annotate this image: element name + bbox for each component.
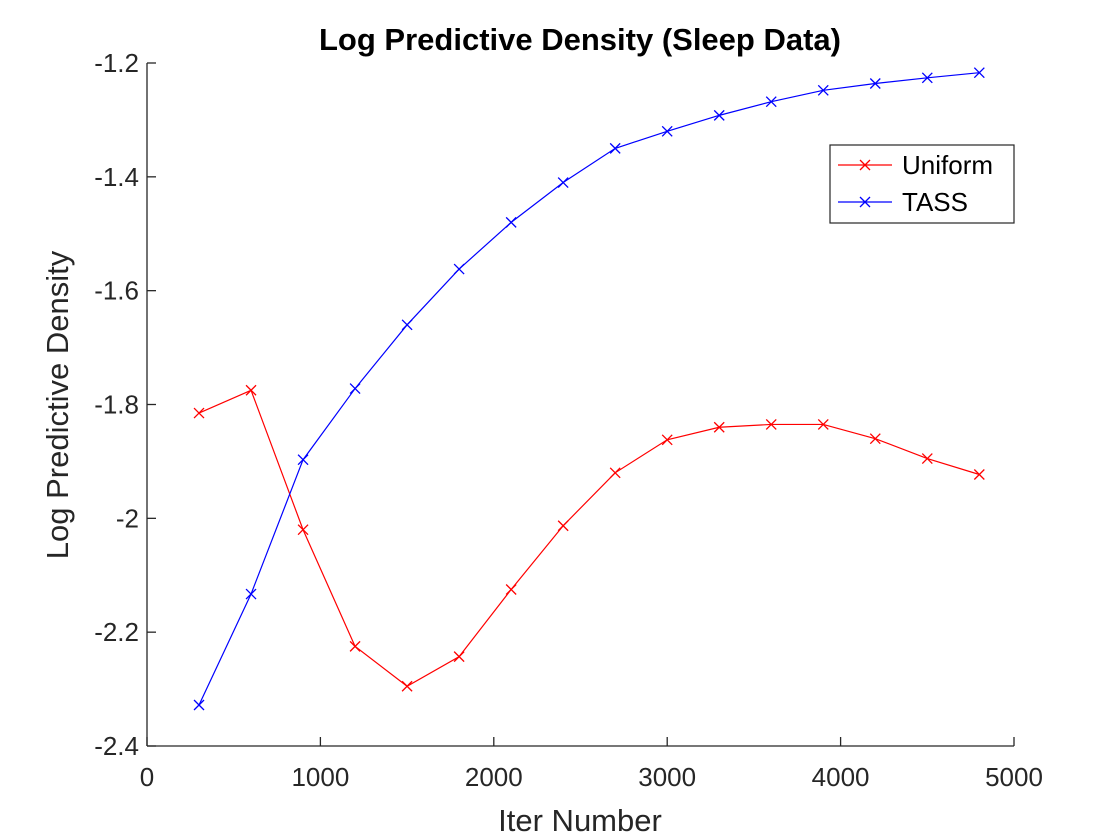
data-point-uniform [765, 418, 777, 430]
data-point-uniform [401, 680, 413, 692]
data-point-uniform [817, 418, 829, 430]
data-point-tass [297, 454, 309, 466]
x-tick-label: 3000 [638, 762, 696, 792]
y-tick-label: -1.2 [94, 48, 139, 78]
data-point-uniform [869, 433, 881, 445]
data-point-uniform [661, 434, 673, 446]
x-tick-label: 2000 [465, 762, 523, 792]
data-point-tass [817, 84, 829, 96]
x-axis-label: Iter Number [498, 803, 662, 838]
series-tass [193, 67, 985, 711]
data-point-uniform [921, 453, 933, 465]
y-tick-label: -1.4 [94, 162, 139, 192]
y-tick-label: -1.8 [94, 390, 139, 420]
data-point-uniform [713, 421, 725, 433]
data-point-tass [921, 72, 933, 84]
y-tick-label: -2.4 [94, 731, 139, 761]
data-point-tass [453, 263, 465, 275]
x-tick-label: 0 [140, 762, 154, 792]
data-point-uniform [973, 469, 985, 480]
y-tick-label: -2.2 [94, 617, 139, 647]
series-uniform [193, 384, 985, 692]
legend-marker-tass [859, 196, 871, 208]
x-tick-label: 4000 [812, 762, 870, 792]
data-point-tass [609, 142, 621, 154]
data-point-tass [505, 216, 517, 228]
legend-marker-uniform [859, 159, 871, 171]
legend-box [829, 144, 1015, 224]
x-tick-label: 1000 [291, 762, 349, 792]
data-point-uniform [557, 520, 569, 532]
data-point-uniform [193, 407, 205, 419]
y-tick-label: -2 [116, 503, 139, 533]
data-point-tass [349, 383, 361, 395]
data-point-tass [245, 588, 257, 600]
data-point-tass [661, 125, 673, 137]
data-point-uniform [349, 640, 361, 652]
series-line-uniform [198, 389, 980, 687]
legend-label-uniform: Uniform [902, 150, 993, 180]
data-point-uniform [609, 467, 621, 479]
series-line-tass [198, 72, 980, 706]
x-tick-label: 5000 [985, 762, 1043, 792]
data-point-tass [557, 177, 569, 188]
data-point-uniform [297, 524, 309, 536]
chart-title: Log Predictive Density (Sleep Data) [319, 22, 841, 57]
data-point-tass [765, 96, 777, 108]
data-point-tass [973, 67, 985, 79]
legend: Uniform TASS [829, 144, 1015, 224]
data-point-tass [193, 699, 205, 711]
data-point-uniform [453, 651, 465, 663]
data-point-tass [401, 319, 413, 331]
axes: 0 1000 2000 3000 4000 5000 -2.4 -2.2 -2 -1.8 -1.6 -… [94, 48, 1043, 792]
legend-label-tass: TASS [902, 187, 968, 217]
data-point-uniform [245, 384, 257, 396]
data-point-tass [713, 109, 725, 121]
y-axis-label: Log Predictive Density [40, 250, 75, 559]
plot-series [193, 67, 985, 711]
data-point-uniform [505, 584, 517, 595]
y-tick-label: -1.6 [94, 276, 139, 306]
data-point-tass [869, 78, 881, 89]
